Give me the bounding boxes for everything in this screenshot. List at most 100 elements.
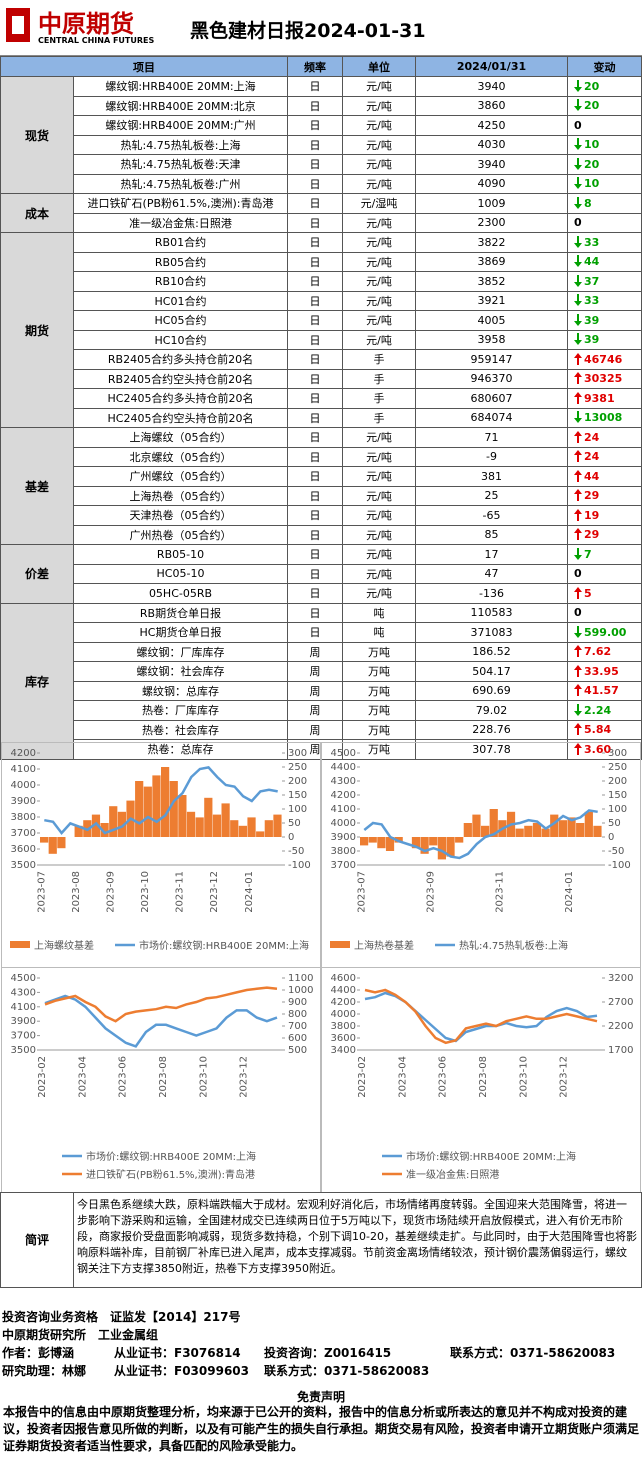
cell: 元/吨 — [342, 446, 416, 467]
cell: 元/吨 — [342, 427, 416, 448]
bar — [550, 814, 559, 837]
y-tick-label: 3900 — [11, 1016, 36, 1027]
change-cell: 41.57 — [567, 680, 642, 701]
cell: 690.69 — [415, 680, 568, 701]
arrow-shape — [574, 723, 582, 736]
y2-tick-label: -100 — [608, 860, 631, 871]
change-arrow — [574, 372, 582, 385]
y-tick-label: 4400 — [331, 985, 356, 996]
cell: 946370 — [415, 368, 568, 389]
bar — [567, 817, 576, 837]
change-arrow — [574, 313, 582, 326]
cell: 日 — [287, 76, 343, 97]
table-row: 价差 RB05-10 日元/吨 17 7 — [0, 544, 642, 604]
cell: -136 — [415, 583, 568, 604]
cell: 日 — [287, 544, 343, 565]
table-row: HC2405合约多头持仓前20名日手 680607 9381 — [1, 388, 642, 409]
change-value: 2.24 — [584, 703, 612, 717]
bar — [429, 837, 438, 846]
column-header: 频率 — [287, 56, 343, 77]
cell: RB05合约 — [73, 251, 288, 272]
logo-icon — [6, 8, 30, 42]
arrow-shape — [574, 547, 582, 560]
bar — [524, 825, 533, 837]
y2-tick-label: 200 — [288, 776, 307, 787]
cell: 日 — [287, 115, 343, 136]
author-field: 联系方式：0371-58620083 — [264, 1364, 430, 1378]
bar — [195, 817, 204, 837]
table-row: 库存 RB期货仓单日报日吨 110583 0 — [0, 602, 642, 760]
cell: 日 — [287, 427, 343, 448]
cell: 手 — [342, 407, 416, 428]
y2-tick-label: 1700 — [608, 1045, 633, 1056]
cell: 万吨 — [342, 680, 416, 701]
legend-label: 热轧:4.75热轧板卷:上海 — [459, 939, 568, 952]
change-cell: 0 — [567, 212, 642, 233]
cell: HC05-10 — [73, 563, 288, 584]
arrow-shape — [574, 684, 582, 697]
cell: RB01合约 — [73, 232, 288, 253]
bar — [186, 811, 196, 837]
cell: 元/吨 — [342, 232, 416, 253]
cell: 元/吨 — [342, 173, 416, 194]
cell: 日 — [287, 95, 343, 116]
bar — [385, 837, 395, 851]
bar — [57, 837, 66, 849]
cell: 手 — [342, 368, 416, 389]
y-tick-label: 3700 — [11, 1031, 36, 1042]
y2-tick-label: 700 — [288, 1021, 307, 1032]
change-arrow — [574, 450, 582, 463]
legend-label: 进口铁矿石(PB粉61.5%,澳洲):青岛港 — [86, 1168, 255, 1181]
y2-tick-label: -100 — [288, 860, 311, 871]
arrow-shape — [574, 742, 582, 755]
x-tick-label: 2024-01 — [244, 871, 255, 913]
change-cell: 33 — [567, 290, 642, 311]
change-arrow — [574, 664, 582, 677]
table-row: 热卷：厂库库存周万吨 79.02 2.24 — [1, 700, 642, 721]
arrow-shape — [574, 79, 582, 92]
change-value: 24 — [584, 430, 600, 444]
cell: 日 — [287, 563, 343, 584]
cell: 日 — [287, 602, 343, 623]
change-value: 33 — [584, 294, 600, 308]
group-name: 成本 — [0, 193, 74, 233]
change-arrow — [574, 586, 582, 599]
cell: 万吨 — [342, 719, 416, 740]
y2-tick-label: 900 — [288, 997, 307, 1008]
cell: 日 — [287, 485, 343, 506]
y-tick-label: 3700 — [11, 828, 36, 839]
bar — [135, 781, 144, 837]
cell: HC2405合约多头持仓前20名 — [73, 388, 288, 409]
y-tick-label: 4300 — [331, 776, 356, 787]
table-row: RB05合约日元/吨 3869 44 — [1, 251, 642, 272]
change-value: 20 — [584, 99, 600, 113]
column-header: 项目 — [0, 56, 288, 77]
cell: 4030 — [415, 134, 568, 155]
table-row: 成本 进口铁矿石(PB粉61.5%,澳洲):青岛港日元/湿吨 1009 8 — [0, 193, 642, 233]
y2-tick-label: 300 — [288, 748, 307, 759]
arrow-shape — [574, 138, 582, 151]
legend-label: 上海热卷基差 — [354, 939, 414, 952]
bar — [178, 795, 187, 837]
change-value: 0 — [574, 118, 582, 132]
data-table: 项目 频率 单位 2024/01/31 变动 现货 螺纹钢:HRB400E 20MM:上海日… — [0, 56, 642, 760]
change-value: 30325 — [584, 372, 623, 386]
cell: 959147 — [415, 349, 568, 370]
change-value: 37 — [584, 274, 600, 288]
bar — [515, 828, 524, 837]
bar — [584, 811, 593, 837]
change-arrow — [574, 723, 582, 736]
change-cell: 20 — [567, 95, 642, 116]
y-tick-label: 3900 — [11, 796, 36, 807]
y2-tick-label: 150 — [288, 790, 307, 801]
cell: 周 — [287, 719, 343, 740]
arrow-shape — [574, 489, 582, 502]
cell: 日 — [287, 251, 343, 272]
change-value: 0 — [574, 216, 582, 230]
change-value: 29 — [584, 489, 600, 503]
y2-tick-label: 2700 — [608, 997, 633, 1008]
change-arrow — [574, 274, 582, 287]
cell: 47 — [415, 563, 568, 584]
bar — [411, 837, 421, 849]
arrow-shape — [574, 411, 582, 424]
